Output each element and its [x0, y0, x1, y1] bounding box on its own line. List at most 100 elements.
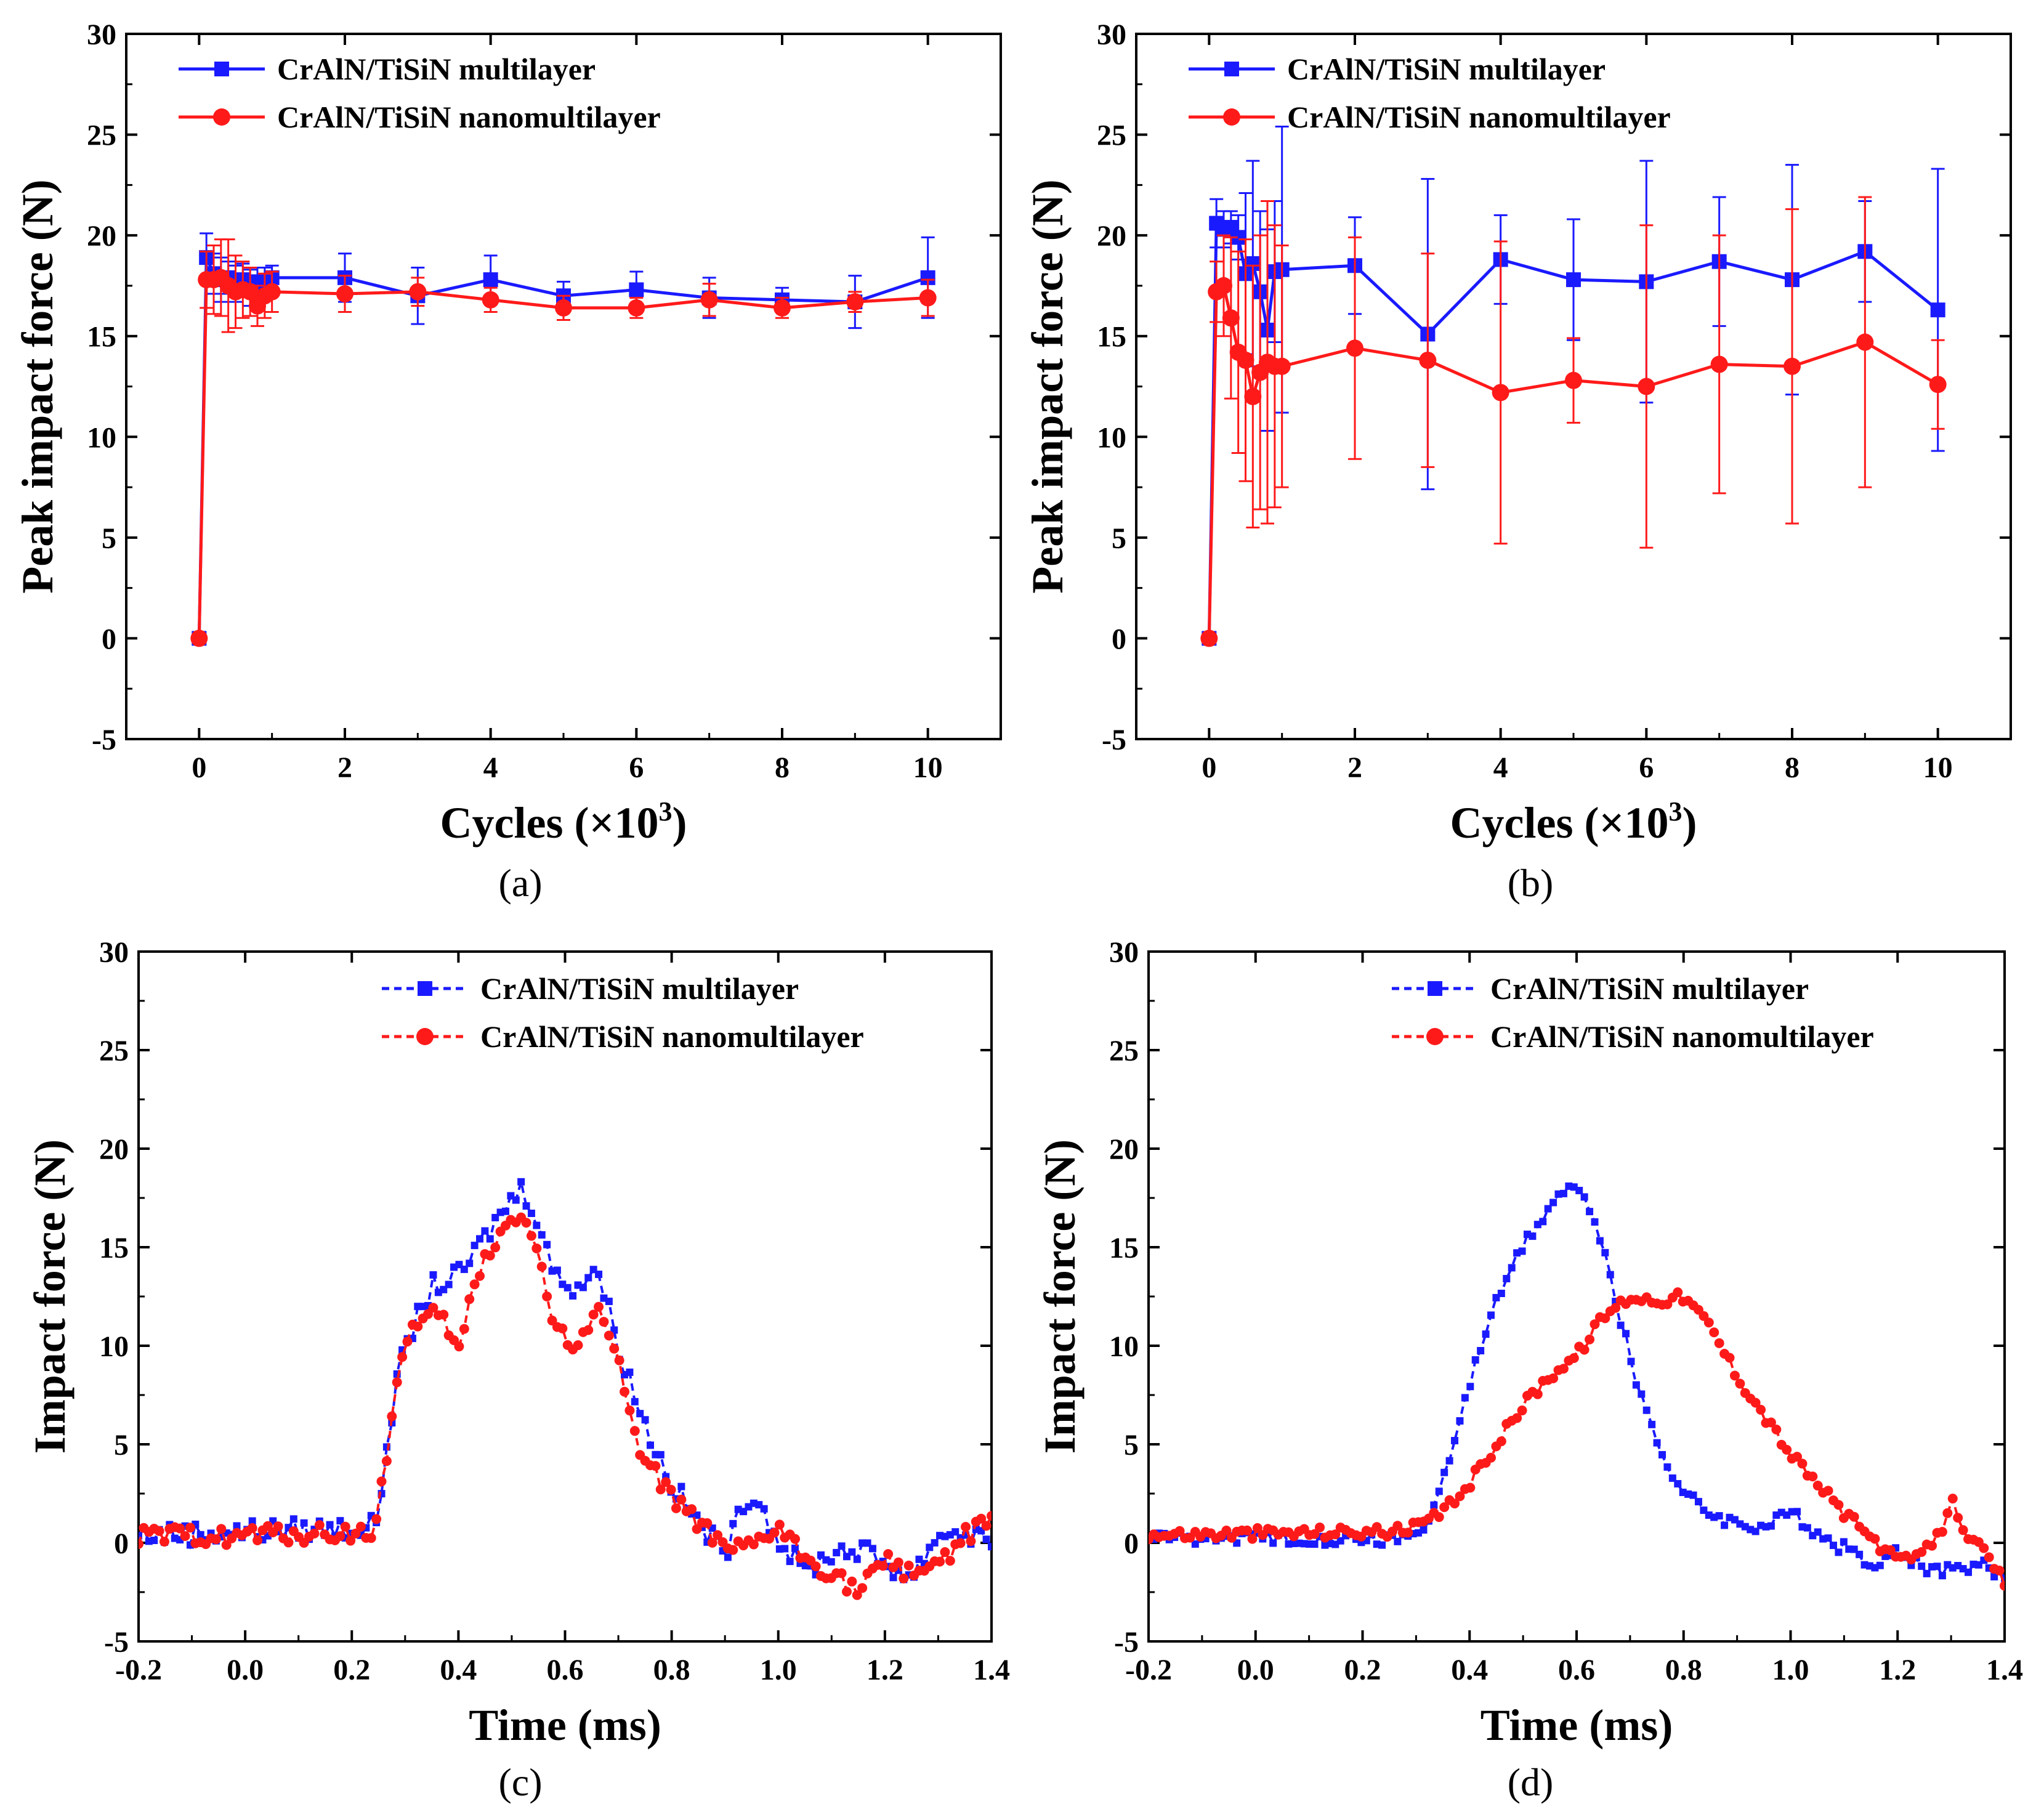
data-point [1870, 1534, 1880, 1544]
data-point [263, 283, 281, 301]
x-axis-title: Cycles (×103) [1450, 796, 1697, 847]
data-point [707, 1537, 717, 1548]
data-point [1311, 1540, 1319, 1548]
data-point [774, 299, 791, 317]
x-tick-label: 10 [1923, 751, 1953, 784]
data-point [1346, 339, 1363, 357]
x-tick-label: 0.2 [1344, 1654, 1381, 1686]
data-point [1590, 1319, 1600, 1330]
y-tick-label: 20 [1097, 220, 1126, 253]
data-point [729, 1519, 737, 1527]
data-point [656, 1450, 665, 1458]
data-point [555, 299, 572, 317]
data-point [1330, 1529, 1341, 1540]
data-point [1487, 1311, 1495, 1319]
panel-4: -0.2 0.0 0.2 0.4 0.6 0.8 1.0 1.2 1.4 -5 0 5 10 15 20 25… [1035, 936, 2023, 1804]
data-point [1466, 1383, 1474, 1391]
panel-2: 0 2 4 6 8 10 -5 0 5 10 15 20 25 30 Cycles (×103) Peak i… [1023, 18, 2012, 905]
data-point [190, 629, 208, 647]
data-point [355, 1521, 366, 1532]
legend-label: CrAlN/TiSiN nanomultilayer [277, 100, 661, 134]
data-point [1766, 1417, 1776, 1428]
data-point [1439, 1502, 1450, 1513]
data-point [1814, 1528, 1822, 1536]
data-point [982, 1535, 990, 1543]
y-tick-label: 25 [87, 119, 116, 152]
y-tick-label: 25 [1109, 1035, 1139, 1067]
data-point [988, 1543, 992, 1551]
data-point [536, 1261, 547, 1272]
series-nanomultilayer [1149, 1287, 2005, 1591]
data-point [241, 283, 259, 301]
legend-item-multilayer: CrAlN/TiSiN multilayer [1392, 971, 1809, 1006]
x-axis-title-sup: 3 [658, 796, 672, 827]
y-tick-label: 10 [1097, 421, 1126, 454]
data-point [728, 1545, 738, 1555]
data-point [1532, 1389, 1543, 1399]
data-point [1721, 1521, 1729, 1529]
data-point [336, 285, 353, 303]
data-point [1309, 1529, 1320, 1539]
data-point [1792, 1452, 1803, 1462]
data-point [774, 1519, 785, 1530]
data-point [501, 1207, 509, 1215]
legend-label: CrAlN/TiSiN multilayer [1490, 971, 1809, 1006]
data-point [1823, 1486, 1833, 1496]
data-point [521, 1218, 531, 1228]
data-point [1435, 1487, 1443, 1495]
data-point [454, 1341, 464, 1352]
data-point [1477, 1347, 1485, 1355]
x-tick-label: 0.8 [653, 1654, 690, 1686]
data-point [438, 1309, 449, 1320]
data-point [381, 1456, 392, 1466]
data-point [1610, 1303, 1621, 1313]
data-point [1917, 1547, 1927, 1557]
data-point [1517, 1405, 1527, 1416]
x-axis-title-sup: 3 [1668, 796, 1682, 827]
data-point [1471, 1356, 1479, 1364]
data-point [1215, 277, 1232, 294]
x-axis-title: Time (ms) [1481, 1701, 1673, 1750]
data-point [466, 1260, 474, 1268]
y-tick-label: 15 [87, 321, 116, 354]
data-point [1450, 1498, 1460, 1509]
data-point [791, 1544, 799, 1552]
y-tick-label: 30 [87, 18, 116, 51]
data-point [283, 1537, 294, 1548]
data-point [1252, 1523, 1262, 1534]
data-point [1984, 1552, 1994, 1563]
data-point [481, 1227, 489, 1235]
data-point [1653, 1439, 1661, 1447]
data-point [987, 1511, 992, 1521]
data-point [1497, 1289, 1505, 1297]
data-point [631, 1397, 639, 1405]
data-point [387, 1411, 397, 1422]
data-point [1579, 1345, 1590, 1355]
data-point [833, 1548, 841, 1556]
data-point [852, 1590, 862, 1600]
data-point [1933, 1563, 1941, 1571]
panel-caption: (d) [1508, 1760, 1554, 1804]
panel-caption: (a) [498, 861, 542, 905]
data-point [1461, 1394, 1469, 1402]
panel-1: 0 2 4 6 8 10 -5 0 5 10 15 20 25 30 Cycles (×103) Peak i… [13, 18, 1002, 905]
y-tick-label: 15 [1109, 1232, 1139, 1264]
data-point [1559, 1189, 1567, 1197]
x-tick-label: 6 [629, 751, 644, 784]
data-point [569, 1292, 577, 1300]
legend: CrAlN/TiSiN multilayer CrAlN/TiSiN nanomu… [1392, 971, 1874, 1054]
data-point [584, 1274, 592, 1282]
y-tick-label: 20 [1109, 1133, 1139, 1166]
data-point [527, 1209, 535, 1217]
plot-area [1149, 1182, 2005, 1591]
y-tick-label: 30 [1109, 936, 1139, 969]
data-point [413, 1321, 423, 1332]
plot-frame [125, 33, 1002, 740]
data-point [620, 1386, 630, 1397]
x-tick-label: 10 [913, 751, 943, 784]
data-point [1782, 1444, 1792, 1455]
data-point [1812, 1481, 1823, 1491]
data-point [139, 1532, 142, 1540]
data-point [666, 1484, 676, 1495]
data-point [340, 1521, 350, 1532]
